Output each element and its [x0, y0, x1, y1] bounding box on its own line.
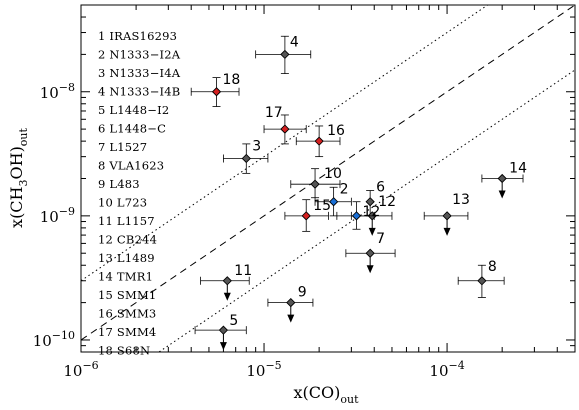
y-tick-label: 10−10: [33, 329, 75, 350]
guide-line-dotted: [81, 5, 489, 282]
data-marker: [365, 197, 375, 207]
data-point-3: 3: [223, 138, 269, 174]
legend-entry: 7 L1527: [98, 140, 147, 154]
legend-entry: 17 SMM4: [98, 325, 156, 339]
upper-limit-arrow-head: [287, 314, 295, 323]
point-label: 18: [223, 72, 241, 88]
y-tick-label: 10−9: [40, 205, 75, 226]
data-point-2: 2: [314, 182, 352, 217]
legend-entry: 16 SMM3: [98, 307, 156, 321]
data-point-15: 15: [284, 198, 331, 232]
point-label: 11: [234, 263, 252, 279]
legend-entry: 2 N1333−I2A: [98, 48, 181, 62]
point-label: 8: [488, 259, 497, 275]
point-label: 15: [313, 198, 331, 214]
data-points: 2 3 4 5 6 7 8 9 10 11 12 13 14 15 16 17 18 12: [190, 34, 527, 351]
upper-limit-arrow-head: [219, 342, 227, 351]
guide-line-dotted: [158, 69, 575, 352]
upper-limit-arrow-head: [443, 227, 451, 236]
data-point-11: 11: [200, 263, 252, 301]
point-label: 16: [327, 123, 345, 139]
x-axis-title: x(CO)out: [293, 383, 359, 406]
legend-entry: 9 L483: [98, 177, 140, 191]
tick-labels: 10−6 10−5 10−4 10−10 10−9 10−8: [33, 81, 465, 380]
data-marker: [286, 297, 296, 308]
data-marker: [310, 179, 320, 189]
data-marker: [218, 325, 229, 335]
point-label: 14: [509, 161, 527, 177]
y-axis-title: x(CH3OH)out: [7, 127, 30, 227]
data-point-10: 10: [290, 166, 342, 199]
legend-entry: 11 L1157: [98, 214, 155, 228]
point-label: 13: [452, 192, 470, 208]
data-point-7: 7: [345, 231, 396, 274]
point-label: 2: [340, 182, 349, 198]
upper-limit-arrow-head: [368, 227, 376, 236]
data-point-16: 16: [295, 123, 345, 158]
point-label: 5: [229, 313, 238, 329]
legend-entry: 5 L1448−I2: [98, 103, 169, 117]
guide-lines: [81, 5, 575, 352]
data-marker: [477, 276, 487, 286]
x-tick-label: 10−5: [246, 359, 281, 380]
data-point-13: 13: [423, 192, 470, 236]
point-label: 3: [252, 138, 261, 154]
data-point-14: 14: [481, 161, 527, 199]
x-tick-label: 10−4: [429, 359, 464, 380]
legend-entry: 13 L1489: [98, 251, 155, 265]
data-marker: [211, 87, 222, 97]
upper-limit-arrow-head: [498, 190, 506, 199]
data-point-18: 18: [190, 72, 241, 107]
legend-entry: 4 N1333−I4B: [98, 85, 180, 99]
legend-entry: 1 IRAS16293: [98, 29, 177, 43]
y-tick-label: 10−8: [40, 81, 75, 102]
x-tick-label: 10−6: [63, 359, 98, 380]
legend-entry: 6 L1448−C: [98, 122, 166, 136]
data-point-1: 12: [336, 201, 380, 230]
data-marker: [328, 197, 339, 207]
legend-entry: 8 VLA1623: [98, 159, 164, 173]
data-marker: [314, 136, 324, 146]
data-marker: [280, 124, 290, 134]
legend-entry: 18 S68N: [98, 344, 150, 358]
data-point-8: 8: [457, 259, 505, 298]
point-label: 10: [324, 166, 342, 182]
legend-entry: 14 TMR1: [98, 270, 153, 284]
upper-limit-arrow-head: [366, 265, 374, 274]
legend-entry: 12 CB244: [98, 233, 157, 247]
point-label: 12: [378, 194, 396, 210]
point-label: 6: [376, 180, 385, 196]
data-point-17: 17: [263, 105, 307, 145]
point-label: 4: [290, 34, 299, 50]
data-point-9: 9: [267, 285, 314, 323]
point-label: 12: [362, 204, 380, 220]
legend-entry: 10 L723: [98, 196, 147, 210]
legend-entry: 3 N1333−I4A: [98, 66, 181, 80]
upper-limit-arrow-head: [223, 292, 231, 301]
point-label: 7: [376, 231, 385, 247]
data-marker: [442, 211, 452, 221]
data-marker: [301, 211, 311, 221]
data-marker: [497, 173, 507, 184]
point-label: 9: [298, 285, 307, 301]
point-label: 17: [265, 105, 283, 121]
data-marker: [280, 49, 290, 60]
data-marker: [351, 211, 362, 221]
legend-entry: 15 SMM1: [98, 288, 156, 302]
data-marker: [365, 248, 375, 258]
axis-ticks: [80, 4, 576, 353]
legend: 1 IRAS16293 2 N1333−I2A 3 N1333−I4A 4 N1333…: [98, 29, 181, 358]
data-point-4: 4: [255, 34, 312, 75]
data-marker: [222, 276, 232, 286]
data-point-5: 5: [194, 313, 247, 351]
guide-line-dashed: [81, 5, 575, 341]
data-marker: [241, 153, 251, 164]
